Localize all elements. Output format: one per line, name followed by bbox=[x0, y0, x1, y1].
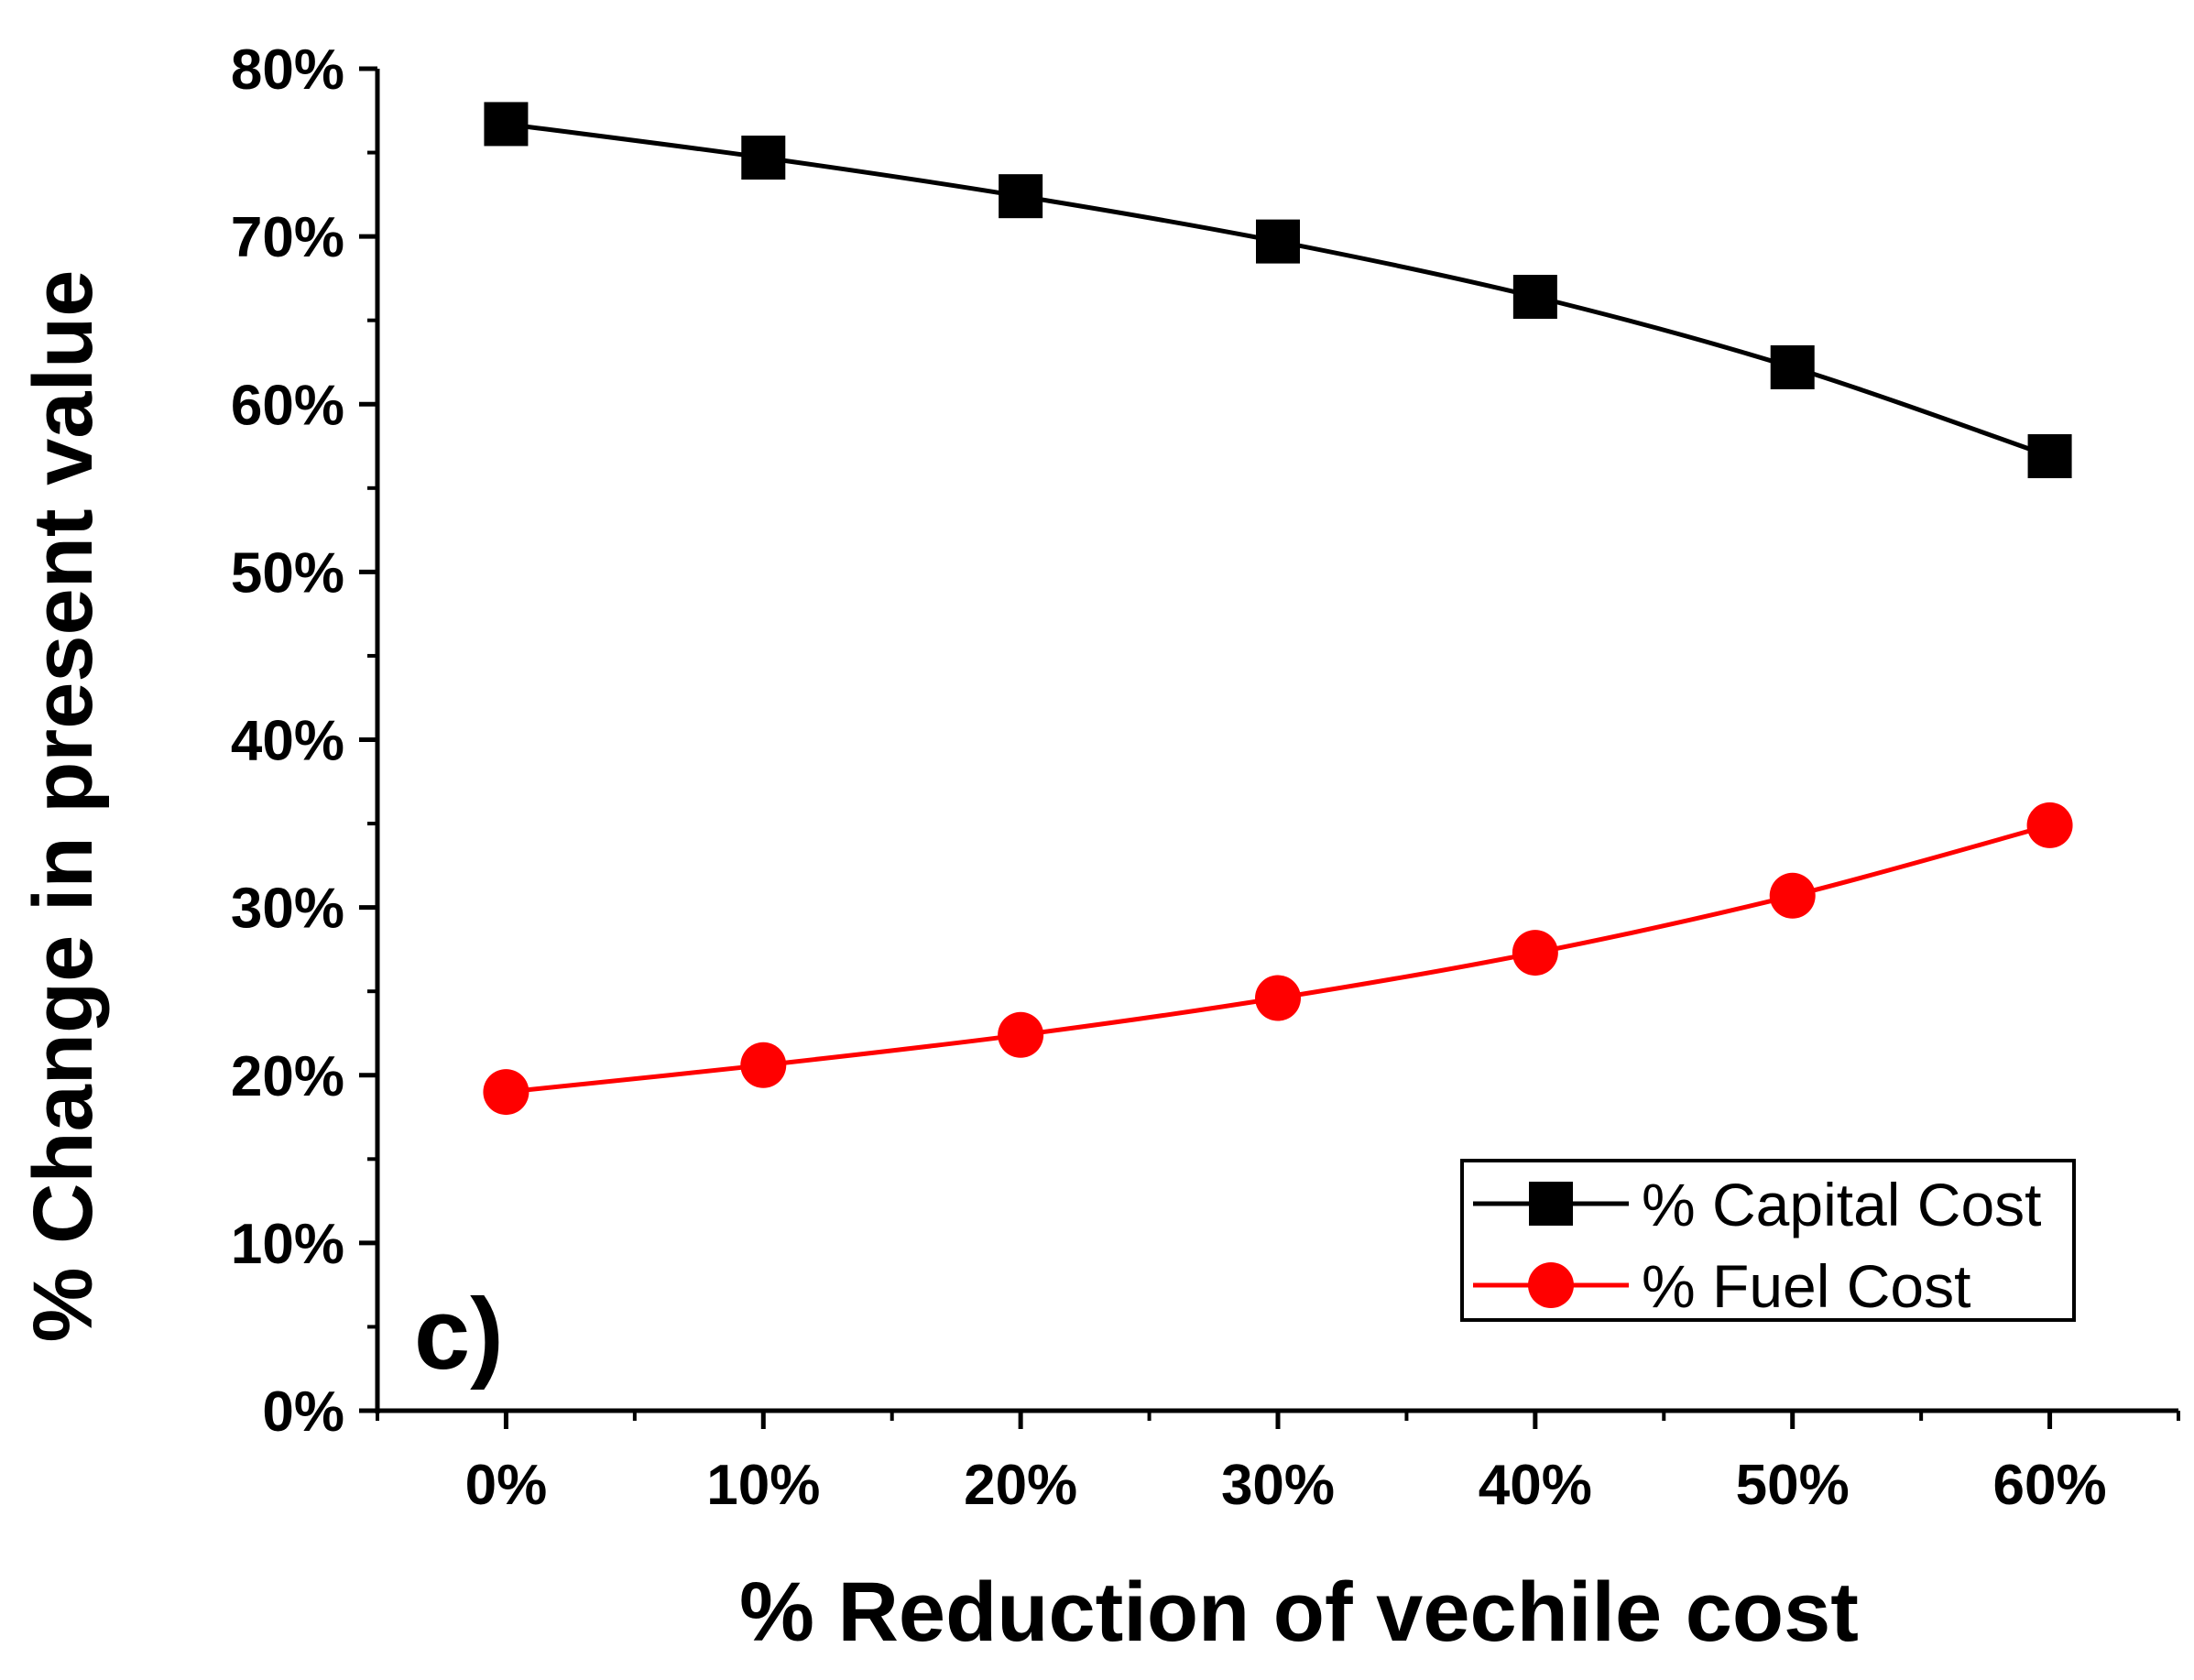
y-tick-label: 70% bbox=[231, 206, 344, 269]
x-tick-label: 40% bbox=[1479, 1454, 1592, 1517]
data-point-capital-cost bbox=[741, 136, 786, 180]
x-tick-label: 20% bbox=[964, 1454, 1077, 1517]
x-axis-ticks: 0% 10% 20% 30% 40% 50% 60% bbox=[376, 1411, 2180, 1517]
legend-marker-capital-cost bbox=[1529, 1182, 1573, 1226]
data-point-fuel-cost bbox=[1512, 930, 1558, 976]
x-tick-label: 0% bbox=[465, 1454, 548, 1517]
y-tick-label: 80% bbox=[231, 38, 344, 102]
data-point-fuel-cost bbox=[998, 1011, 1044, 1058]
data-point-fuel-cost bbox=[483, 1069, 529, 1116]
legend-label-fuel-cost: % Fuel Cost bbox=[1642, 1252, 1970, 1320]
series-group bbox=[483, 102, 2073, 1116]
y-tick-label: 40% bbox=[231, 710, 344, 773]
x-tick-label: 60% bbox=[1993, 1454, 2107, 1517]
legend: % Capital Cost % Fuel Cost bbox=[1460, 1159, 2076, 1322]
x-tick-label: 50% bbox=[1736, 1454, 1850, 1517]
data-point-capital-cost bbox=[1512, 275, 1557, 320]
series-line-capital-cost bbox=[506, 121, 2051, 459]
panel-label: c) bbox=[414, 1278, 504, 1391]
y-tick-label: 50% bbox=[231, 541, 344, 605]
x-tick-label: 10% bbox=[706, 1454, 820, 1517]
y-tick-label: 30% bbox=[231, 878, 344, 941]
data-point-fuel-cost bbox=[1255, 975, 1301, 1021]
series-line-fuel-cost bbox=[506, 823, 2051, 1095]
data-point-capital-cost bbox=[1770, 344, 1815, 389]
data-point-capital-cost bbox=[1256, 219, 1300, 264]
y-tick-label: 10% bbox=[231, 1213, 344, 1276]
legend-label-capital-cost: % Capital Cost bbox=[1642, 1171, 2042, 1238]
y-tick-label: 0% bbox=[262, 1380, 344, 1444]
data-point-fuel-cost bbox=[740, 1042, 787, 1088]
y-axis-ticks: 0% 10% 20% 30% 40% 50% 60% 70% 80% bbox=[231, 38, 377, 1444]
y-axis-title: % Change in present value bbox=[16, 270, 110, 1343]
legend-marker-fuel-cost bbox=[1528, 1262, 1574, 1308]
y-tick-label: 20% bbox=[231, 1045, 344, 1108]
data-point-fuel-cost bbox=[1769, 872, 1816, 919]
y-tick-label: 60% bbox=[231, 374, 344, 437]
x-axis-title: % Reduction of vechile cost bbox=[739, 1565, 1859, 1659]
data-point-capital-cost bbox=[999, 174, 1043, 219]
data-point-capital-cost bbox=[2027, 434, 2072, 479]
data-point-fuel-cost bbox=[2026, 802, 2073, 848]
x-tick-label: 30% bbox=[1221, 1454, 1335, 1517]
data-point-capital-cost bbox=[484, 102, 529, 147]
